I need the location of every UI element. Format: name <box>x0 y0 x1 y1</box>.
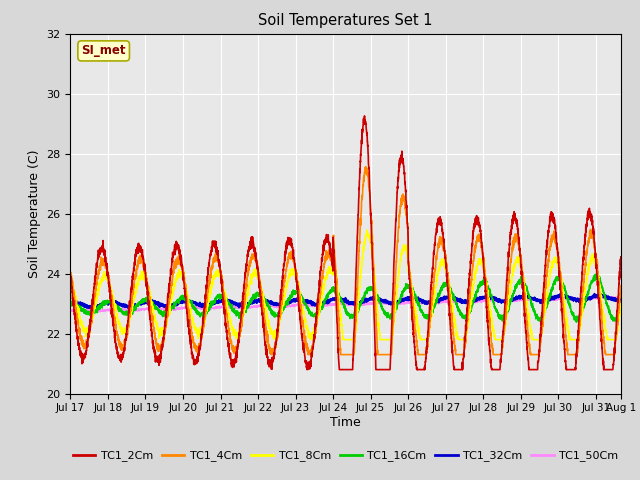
TC1_8Cm <box>545 283 552 288</box>
TC1_8Cm <box>67 276 74 282</box>
TC1_4Cm <box>412 331 420 337</box>
TC1_4Cm <box>362 164 369 170</box>
TC1_50Cm <box>545 297 552 302</box>
TC1_16Cm <box>100 298 108 304</box>
TC1_8Cm <box>365 233 373 239</box>
Line: TC1_2Cm: TC1_2Cm <box>70 116 621 370</box>
TC1_2Cm <box>361 113 369 119</box>
Line: TC1_32Cm: TC1_32Cm <box>70 294 621 308</box>
TC1_4Cm <box>545 256 552 262</box>
TC1_16Cm <box>501 314 509 320</box>
TC1_50Cm <box>617 295 625 300</box>
TC1_4Cm <box>365 188 373 193</box>
TC1_8Cm <box>100 272 108 278</box>
TC1_50Cm <box>412 299 419 305</box>
TC1_8Cm <box>412 307 420 313</box>
TC1_16Cm <box>276 311 284 316</box>
Line: TC1_16Cm: TC1_16Cm <box>70 274 621 322</box>
TC1_2Cm <box>276 306 284 312</box>
TC1_50Cm <box>89 310 97 315</box>
TC1_32Cm <box>617 299 625 304</box>
TC1_16Cm <box>365 286 373 291</box>
TC1_16Cm <box>617 307 625 312</box>
TC1_16Cm <box>544 301 552 307</box>
TC1_16Cm <box>592 271 600 277</box>
Line: TC1_50Cm: TC1_50Cm <box>70 296 621 312</box>
TC1_2Cm <box>617 254 625 260</box>
Title: Soil Temperatures Set 1: Soil Temperatures Set 1 <box>259 13 433 28</box>
TC1_32Cm <box>545 296 552 302</box>
TC1_4Cm <box>617 284 625 289</box>
TC1_4Cm <box>276 316 284 322</box>
TC1_32Cm <box>501 299 509 305</box>
TC1_2Cm <box>100 245 108 251</box>
TC1_32Cm <box>67 300 74 306</box>
TC1_16Cm <box>573 319 580 325</box>
TC1_2Cm <box>67 273 74 278</box>
TC1_32Cm <box>596 291 604 297</box>
TC1_8Cm <box>501 322 509 328</box>
TC1_50Cm <box>501 298 509 304</box>
TC1_32Cm <box>365 296 373 301</box>
TC1_50Cm <box>67 308 74 314</box>
TC1_2Cm <box>303 367 311 372</box>
TC1_8Cm <box>617 300 625 306</box>
X-axis label: Time: Time <box>330 416 361 429</box>
TC1_32Cm <box>412 296 419 301</box>
TC1_2Cm <box>501 300 509 306</box>
TC1_2Cm <box>545 228 552 233</box>
TC1_16Cm <box>67 301 74 307</box>
TC1_50Cm <box>100 308 108 314</box>
TC1_32Cm <box>100 301 108 307</box>
Y-axis label: Soil Temperature (C): Soil Temperature (C) <box>28 149 41 278</box>
TC1_8Cm <box>276 318 284 324</box>
TC1_8Cm <box>307 337 314 343</box>
Line: TC1_8Cm: TC1_8Cm <box>70 230 621 340</box>
TC1_50Cm <box>276 304 284 310</box>
TC1_2Cm <box>412 358 420 363</box>
TC1_4Cm <box>100 262 108 268</box>
TC1_16Cm <box>412 292 419 298</box>
Text: SI_met: SI_met <box>81 44 126 58</box>
TC1_50Cm <box>597 293 605 299</box>
TC1_8Cm <box>363 228 371 233</box>
TC1_32Cm <box>276 301 284 307</box>
Legend: TC1_2Cm, TC1_4Cm, TC1_8Cm, TC1_16Cm, TC1_32Cm, TC1_50Cm: TC1_2Cm, TC1_4Cm, TC1_8Cm, TC1_16Cm, TC1… <box>68 446 623 466</box>
TC1_32Cm <box>125 305 132 311</box>
TC1_50Cm <box>365 301 373 307</box>
TC1_2Cm <box>365 179 373 184</box>
TC1_4Cm <box>268 352 275 358</box>
TC1_4Cm <box>67 276 74 282</box>
Line: TC1_4Cm: TC1_4Cm <box>70 167 621 355</box>
TC1_4Cm <box>501 314 509 320</box>
